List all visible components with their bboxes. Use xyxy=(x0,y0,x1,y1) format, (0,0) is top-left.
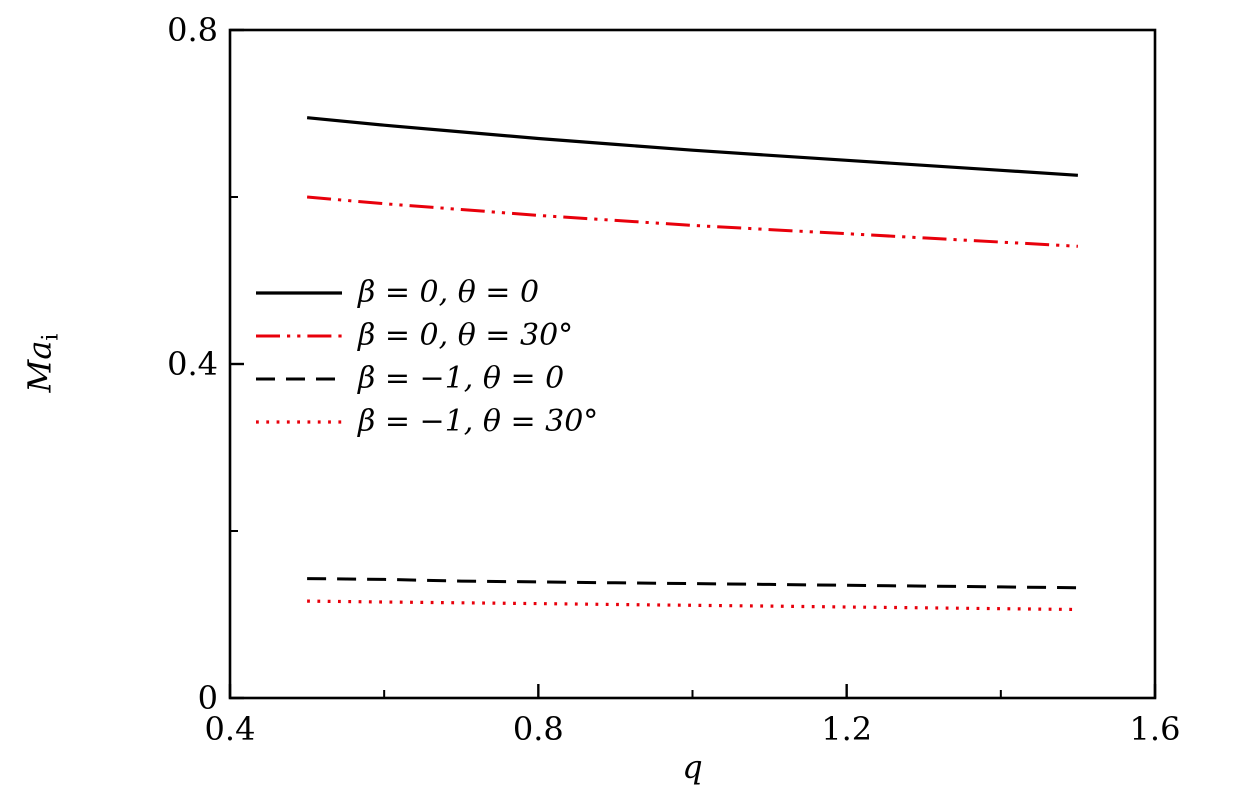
x-tick-label: 0.4 xyxy=(205,710,256,748)
legend-item: β = 0, θ = 30° xyxy=(256,314,598,357)
series-line-0 xyxy=(306,116,1079,177)
legend-item: β = −1, θ = 30° xyxy=(256,400,598,443)
legend-item: β = −1, θ = 0 xyxy=(256,357,598,400)
y-tick-label: 0.4 xyxy=(167,345,218,383)
legend-label: β = 0, θ = 30° xyxy=(358,318,574,353)
x-tick-label: 0.8 xyxy=(513,710,564,748)
series-line-3 xyxy=(307,599,1078,612)
legend-line-sample xyxy=(256,377,342,380)
y-axis-label-subscript: i xyxy=(38,333,64,341)
x-tick-label: 1.2 xyxy=(821,710,872,748)
y-axis-label: Mai xyxy=(20,334,63,393)
legend-label: β = −1, θ = 0 xyxy=(358,361,565,396)
series-line-1 xyxy=(306,195,1078,248)
x-axis-label: q xyxy=(682,748,703,786)
legend-label: β = 0, θ = 0 xyxy=(358,275,540,310)
y-tick-label: 0 xyxy=(198,679,218,717)
legend-line-sample xyxy=(256,419,342,424)
x-tick-label: 1.6 xyxy=(1130,710,1181,748)
legend-label: β = −1, θ = 30° xyxy=(358,404,599,439)
legend-line-sample xyxy=(256,290,342,295)
legend-line-sample xyxy=(256,334,342,337)
series-line-2 xyxy=(307,577,1078,590)
y-tick-label: 0.8 xyxy=(167,11,218,49)
legend-item: β = 0, θ = 0 xyxy=(256,271,598,314)
y-axis-label-main: Ma xyxy=(20,340,59,393)
legend: β = 0, θ = 0 β = 0, θ = 30° β = −1, θ = 0 β… xyxy=(256,271,598,443)
